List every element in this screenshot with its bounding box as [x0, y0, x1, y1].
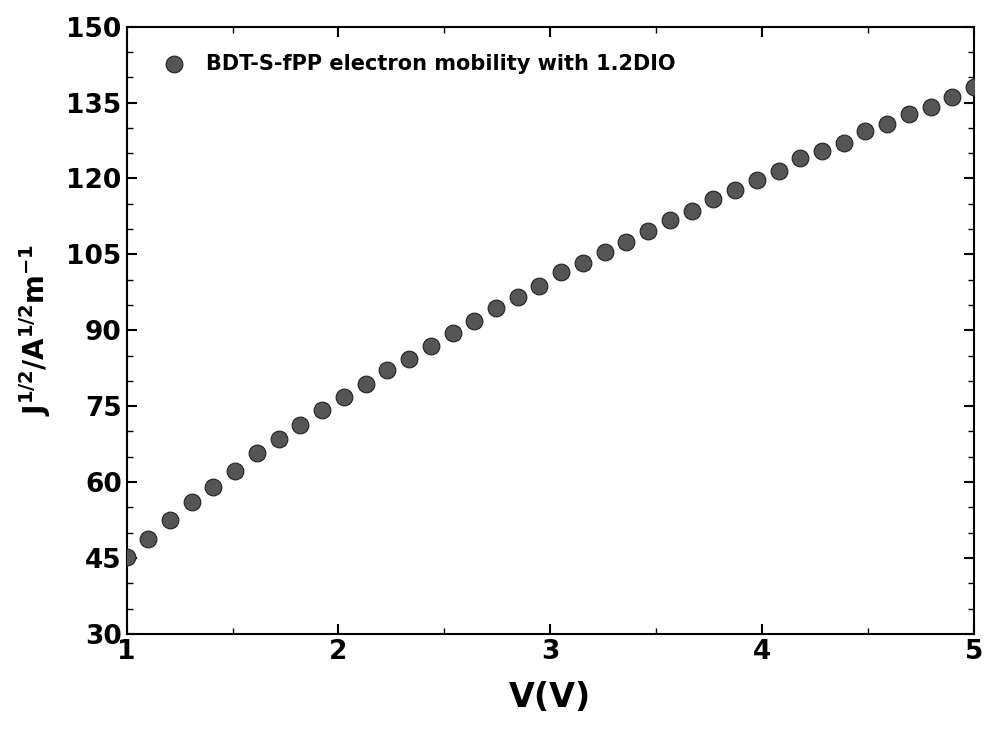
BDT-S-fPP electron mobility with 1.2DIO	[292, 420, 308, 431]
BDT-S-fPP electron mobility with 1.2DIO	[618, 237, 634, 249]
BDT-S-fPP electron mobility with 1.2DIO	[249, 447, 265, 459]
BDT-S-fPP electron mobility with 1.2DIO	[857, 126, 873, 137]
BDT-S-fPP electron mobility with 1.2DIO	[684, 205, 700, 216]
BDT-S-fPP electron mobility with 1.2DIO	[510, 292, 526, 303]
BDT-S-fPP electron mobility with 1.2DIO	[271, 433, 287, 444]
BDT-S-fPP electron mobility with 1.2DIO	[423, 341, 439, 352]
BDT-S-fPP electron mobility with 1.2DIO	[944, 91, 960, 103]
BDT-S-fPP electron mobility with 1.2DIO	[227, 465, 243, 477]
BDT-S-fPP electron mobility with 1.2DIO	[879, 118, 895, 130]
BDT-S-fPP electron mobility with 1.2DIO	[553, 266, 569, 278]
BDT-S-fPP electron mobility with 1.2DIO	[792, 153, 808, 164]
BDT-S-fPP electron mobility with 1.2DIO	[314, 404, 330, 416]
BDT-S-fPP electron mobility with 1.2DIO	[966, 81, 982, 93]
BDT-S-fPP electron mobility with 1.2DIO	[923, 101, 939, 113]
BDT-S-fPP electron mobility with 1.2DIO	[205, 481, 221, 493]
BDT-S-fPP electron mobility with 1.2DIO	[814, 145, 830, 156]
BDT-S-fPP electron mobility with 1.2DIO	[445, 327, 461, 338]
BDT-S-fPP electron mobility with 1.2DIO	[662, 214, 678, 226]
BDT-S-fPP electron mobility with 1.2DIO	[597, 246, 613, 257]
BDT-S-fPP electron mobility with 1.2DIO	[162, 514, 178, 526]
BDT-S-fPP electron mobility with 1.2DIO	[727, 184, 743, 196]
Y-axis label: $\mathbf{J^{1/2}/A^{1/2}m^{-1}}$: $\mathbf{J^{1/2}/A^{1/2}m^{-1}}$	[17, 244, 53, 417]
BDT-S-fPP electron mobility with 1.2DIO	[640, 225, 656, 237]
BDT-S-fPP electron mobility with 1.2DIO	[771, 164, 787, 176]
X-axis label: V(V): V(V)	[509, 681, 591, 714]
BDT-S-fPP electron mobility with 1.2DIO	[119, 552, 135, 564]
BDT-S-fPP electron mobility with 1.2DIO	[140, 533, 156, 545]
BDT-S-fPP electron mobility with 1.2DIO	[531, 281, 547, 292]
BDT-S-fPP electron mobility with 1.2DIO	[336, 391, 352, 403]
BDT-S-fPP electron mobility with 1.2DIO	[575, 257, 591, 268]
BDT-S-fPP electron mobility with 1.2DIO	[901, 108, 917, 120]
BDT-S-fPP electron mobility with 1.2DIO	[379, 364, 395, 376]
BDT-S-fPP electron mobility with 1.2DIO	[749, 174, 765, 186]
BDT-S-fPP electron mobility with 1.2DIO	[358, 378, 374, 390]
BDT-S-fPP electron mobility with 1.2DIO	[184, 496, 200, 507]
BDT-S-fPP electron mobility with 1.2DIO	[488, 302, 504, 314]
BDT-S-fPP electron mobility with 1.2DIO	[466, 315, 482, 327]
BDT-S-fPP electron mobility with 1.2DIO	[705, 193, 721, 205]
BDT-S-fPP electron mobility with 1.2DIO	[836, 137, 852, 148]
Legend: BDT-S-fPP electron mobility with 1.2DIO: BDT-S-fPP electron mobility with 1.2DIO	[137, 37, 692, 91]
BDT-S-fPP electron mobility with 1.2DIO	[401, 353, 417, 365]
